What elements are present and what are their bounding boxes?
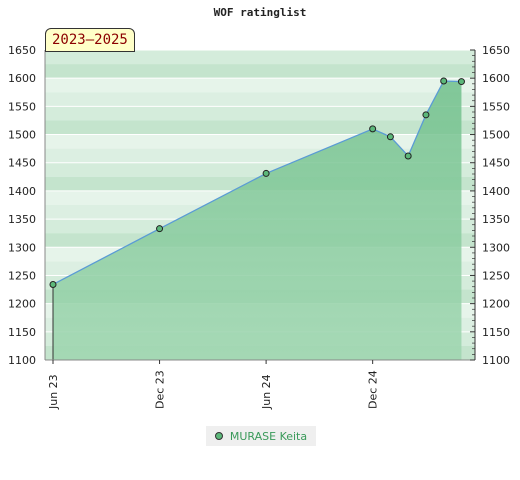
data-point: [156, 225, 164, 233]
y-tick-label-right: 1550: [482, 100, 510, 113]
y-tick-label-right: 1600: [482, 72, 510, 85]
y-tick-label-right: 1500: [482, 129, 510, 142]
x-tick-label: Jun 23: [47, 374, 60, 410]
y-tick-label-right: 1400: [482, 185, 510, 198]
y-tick-label-left: 1500: [8, 129, 36, 142]
legend[interactable]: MURASE Keita: [206, 426, 316, 446]
period-badge: 2023–2025: [45, 28, 135, 52]
data-point: [369, 125, 377, 133]
y-tick-label-left: 1600: [8, 72, 36, 85]
band: [45, 134, 475, 149]
axes: 1100 1100 1150 1150 1200 1200 1250 1250 1300 1300…: [8, 44, 510, 410]
y-tick-label-right: 1250: [482, 269, 510, 282]
data-point: [262, 169, 270, 177]
y-tick-label-right: 1150: [482, 326, 510, 339]
series-area-fill: [53, 81, 462, 360]
band: [45, 64, 475, 79]
legend-label: MURASE Keita: [229, 429, 308, 443]
y-tick-label-left: 1350: [8, 213, 36, 226]
data-point: [422, 111, 430, 119]
data-point: [404, 152, 412, 160]
band: [45, 106, 475, 121]
y-tick-label-right: 1100: [482, 354, 510, 367]
x-tick-label: Dec 24: [367, 370, 380, 409]
data-point: [386, 133, 394, 141]
y-tick-label-right: 1200: [482, 298, 510, 311]
y-tick-label-left: 1400: [8, 185, 36, 198]
legend-marker: [214, 432, 223, 440]
y-tick-label-right: 1300: [482, 241, 510, 254]
data-point: [440, 77, 448, 85]
y-tick-label-right: 1350: [482, 213, 510, 226]
y-tick-label-right: 1650: [482, 44, 510, 57]
y-tick-label-right: 1450: [482, 157, 510, 170]
y-tick-label-left: 1550: [8, 100, 36, 113]
y-tick-label-left: 1650: [8, 44, 36, 57]
series-points: [49, 77, 465, 288]
band: [45, 92, 475, 107]
x-tick-label: Dec 23: [154, 370, 167, 409]
band: [45, 78, 475, 93]
y-tick-label-left: 1100: [8, 354, 36, 367]
chart-title: WOF ratinglist: [213, 6, 307, 19]
data-point: [49, 280, 57, 288]
data-point: [457, 78, 465, 86]
y-tick-label-left: 1200: [8, 298, 36, 311]
y-tick-label-left: 1250: [8, 269, 36, 282]
band: [45, 120, 475, 135]
band: [45, 50, 475, 65]
x-tick-label: Jun 24: [260, 374, 273, 410]
y-tick-label-left: 1450: [8, 157, 36, 170]
y-tick-label-left: 1150: [8, 326, 36, 339]
y-tick-label-left: 1300: [8, 241, 36, 254]
